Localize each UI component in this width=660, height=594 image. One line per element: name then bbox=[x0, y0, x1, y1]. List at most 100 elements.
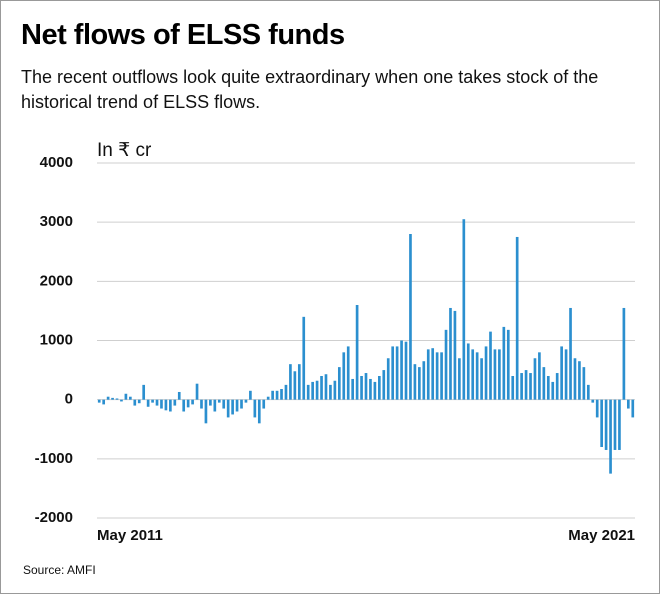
bar bbox=[151, 399, 154, 403]
bar bbox=[369, 378, 372, 400]
bar bbox=[444, 329, 448, 400]
bar bbox=[124, 393, 128, 400]
bar bbox=[418, 367, 421, 400]
bar bbox=[546, 376, 550, 400]
bar bbox=[462, 219, 466, 400]
y-tick-label: 0 bbox=[65, 391, 73, 408]
bar bbox=[493, 349, 497, 400]
bar bbox=[266, 396, 270, 400]
bar bbox=[133, 399, 137, 406]
bar bbox=[106, 396, 110, 400]
bar bbox=[449, 307, 452, 400]
bar bbox=[337, 367, 341, 400]
bar bbox=[346, 346, 350, 400]
bar bbox=[262, 399, 266, 409]
bar bbox=[609, 399, 612, 474]
bar bbox=[578, 361, 581, 400]
bar bbox=[120, 399, 123, 402]
bar bbox=[177, 391, 181, 400]
bar bbox=[431, 348, 435, 400]
bar bbox=[182, 399, 186, 412]
bar bbox=[115, 398, 119, 400]
chart-subtitle: The recent outflows look quite extraordi… bbox=[21, 67, 599, 112]
bar bbox=[355, 305, 359, 400]
y-tick-label: -1000 bbox=[35, 450, 73, 467]
bar bbox=[426, 349, 430, 400]
bar bbox=[404, 341, 408, 400]
y-tick-label: -2000 bbox=[35, 509, 73, 526]
bar bbox=[498, 349, 501, 400]
y-tick-label: 4000 bbox=[40, 154, 73, 171]
bar bbox=[240, 399, 243, 409]
bar bbox=[524, 370, 528, 400]
bar bbox=[129, 396, 132, 400]
bar bbox=[409, 234, 412, 400]
bar bbox=[453, 310, 457, 400]
bar bbox=[342, 352, 346, 400]
bar bbox=[111, 397, 114, 400]
bar bbox=[293, 371, 297, 400]
bar bbox=[400, 340, 403, 400]
bar bbox=[97, 399, 101, 403]
bar bbox=[169, 399, 172, 412]
bar bbox=[435, 352, 439, 400]
bar bbox=[235, 399, 239, 412]
bar bbox=[582, 367, 586, 400]
source: Source: AMFI bbox=[23, 563, 96, 577]
bar bbox=[378, 376, 381, 400]
bar bbox=[533, 358, 537, 400]
bar bbox=[244, 399, 248, 403]
bar bbox=[440, 352, 443, 400]
bar bbox=[502, 326, 506, 400]
bar bbox=[275, 390, 279, 400]
bar bbox=[195, 383, 199, 400]
bar bbox=[209, 399, 212, 406]
bar bbox=[555, 373, 559, 400]
bar bbox=[333, 380, 337, 400]
bar bbox=[395, 346, 399, 400]
bar bbox=[373, 381, 377, 400]
bar bbox=[360, 376, 363, 400]
bar bbox=[489, 331, 492, 400]
x-tick-label: May 2011 bbox=[97, 527, 163, 544]
bar bbox=[200, 399, 203, 409]
bar bbox=[231, 399, 234, 415]
bar bbox=[466, 343, 470, 400]
bar bbox=[213, 399, 217, 412]
bar bbox=[604, 399, 608, 450]
bar bbox=[217, 399, 221, 403]
bar bbox=[164, 399, 168, 411]
bar bbox=[506, 329, 510, 400]
y-tick-label: 1000 bbox=[40, 331, 73, 348]
bar bbox=[573, 358, 577, 400]
bar bbox=[484, 346, 488, 400]
bar bbox=[471, 349, 475, 400]
bar bbox=[222, 399, 226, 409]
bar bbox=[511, 376, 515, 400]
bar bbox=[475, 352, 479, 400]
bar bbox=[142, 384, 146, 400]
bar bbox=[622, 307, 626, 400]
y-tick-label: 2000 bbox=[40, 272, 73, 289]
bar bbox=[391, 346, 395, 400]
bar bbox=[146, 399, 150, 407]
bar bbox=[564, 349, 568, 400]
bar bbox=[315, 380, 319, 400]
bar bbox=[386, 358, 390, 400]
bar bbox=[586, 384, 590, 400]
bar bbox=[306, 384, 310, 400]
bar bbox=[626, 399, 630, 409]
bar bbox=[226, 399, 230, 418]
x-tick-label: May 2021 bbox=[568, 527, 635, 544]
bar bbox=[271, 390, 274, 400]
bar bbox=[569, 307, 572, 400]
bar bbox=[422, 361, 426, 400]
bar bbox=[529, 373, 532, 400]
bar bbox=[311, 381, 314, 400]
y-tick-label: 3000 bbox=[40, 213, 73, 230]
bar bbox=[560, 346, 563, 400]
bar bbox=[280, 389, 283, 400]
bar bbox=[155, 399, 159, 406]
